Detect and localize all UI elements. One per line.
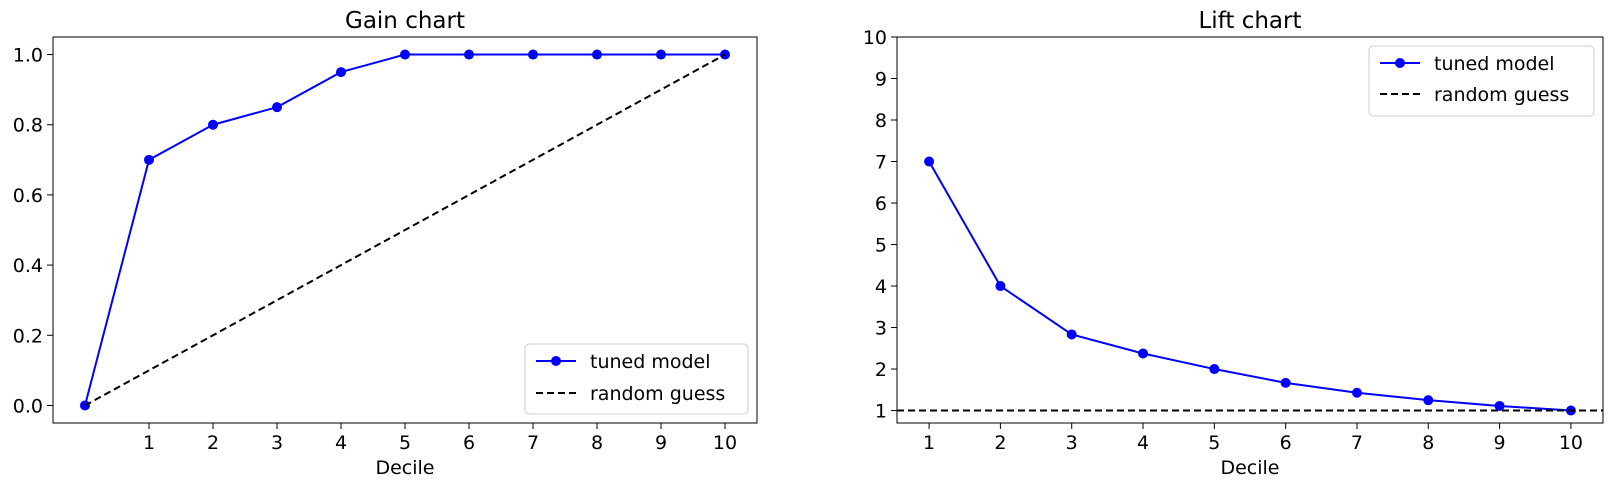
tuned-model-point bbox=[1494, 400, 1505, 411]
tuned-model-point bbox=[272, 102, 282, 113]
y-tick-label: 9 bbox=[875, 69, 887, 91]
lift-legend-tuned-label: tuned model bbox=[1434, 53, 1555, 75]
gain-series bbox=[80, 49, 730, 411]
gain-legend-tuned-label: tuned model bbox=[590, 351, 711, 373]
y-tick-label: 1 bbox=[875, 401, 887, 423]
x-tick-label: 8 bbox=[591, 432, 603, 454]
x-tick-label: 9 bbox=[1494, 432, 1506, 454]
lift-y-axis: 1 2 3 4 5 6 7 8 9 10 bbox=[863, 27, 897, 423]
y-tick-label: 2 bbox=[875, 359, 887, 381]
x-tick-label: 8 bbox=[1422, 432, 1434, 454]
gain-legend-random-label: random guess bbox=[590, 383, 725, 405]
tuned-model-point bbox=[1066, 329, 1077, 340]
tuned-model-point bbox=[528, 49, 538, 60]
x-tick-label: 4 bbox=[335, 432, 347, 454]
y-tick-label: 0.8 bbox=[13, 115, 43, 137]
gain-legend-tuned-marker bbox=[551, 356, 561, 366]
x-tick-label: 5 bbox=[1208, 432, 1220, 454]
lift-chart: Lift chart 1 2 3 4 5 6 7 8 9 10 1 2 3 4 5 6 7 8 9 10 Decil… bbox=[863, 8, 1604, 479]
tuned-model-point bbox=[656, 49, 666, 60]
tuned-model-point bbox=[1280, 377, 1291, 388]
y-tick-label: 4 bbox=[875, 276, 887, 298]
x-tick-label: 3 bbox=[271, 432, 283, 454]
lift-x-label: Decile bbox=[1220, 457, 1279, 479]
y-tick-label: 5 bbox=[875, 235, 887, 257]
lift-legend-random-label: random guess bbox=[1434, 84, 1569, 106]
tuned-model-line bbox=[928, 161, 1571, 412]
y-tick-label: 0.4 bbox=[13, 255, 43, 277]
lift-chart-title: Lift chart bbox=[1198, 8, 1301, 34]
x-tick-label: 10 bbox=[713, 432, 737, 454]
x-tick-label: 2 bbox=[994, 432, 1006, 454]
x-tick-label: 6 bbox=[1280, 432, 1292, 454]
x-tick-label: 1 bbox=[923, 432, 935, 454]
y-tick-label: 10 bbox=[863, 27, 887, 49]
tuned-model-point bbox=[1138, 348, 1149, 359]
tuned-model-point bbox=[924, 156, 935, 167]
lift-x-axis: 1 2 3 4 5 6 7 8 9 10 bbox=[923, 423, 1583, 454]
gain-x-axis: 1 2 3 4 5 6 7 8 9 10 bbox=[143, 423, 737, 454]
lift-legend: tuned model random guess bbox=[1368, 45, 1595, 117]
tuned-model-point bbox=[400, 49, 410, 60]
y-tick-label: 8 bbox=[875, 110, 887, 132]
gain-legend: tuned model random guess bbox=[524, 343, 749, 415]
tuned-model-point bbox=[464, 49, 474, 60]
tuned-model-point bbox=[1351, 387, 1362, 398]
x-tick-label: 7 bbox=[527, 432, 539, 454]
y-tick-label: 7 bbox=[875, 152, 887, 174]
x-tick-label: 4 bbox=[1137, 432, 1149, 454]
tuned-model-point bbox=[1423, 395, 1434, 406]
y-tick-label: 6 bbox=[875, 193, 887, 215]
tuned-model-point bbox=[144, 154, 154, 165]
x-tick-label: 2 bbox=[207, 432, 219, 454]
gain-x-label: Decile bbox=[375, 457, 434, 479]
x-tick-label: 7 bbox=[1351, 432, 1363, 454]
x-tick-label: 9 bbox=[655, 432, 667, 454]
tuned-model-point bbox=[995, 281, 1006, 292]
tuned-model-point bbox=[1209, 364, 1220, 375]
tuned-model-point bbox=[592, 49, 602, 60]
tuned-model-point bbox=[208, 119, 218, 130]
gain-y-axis: 0.0 0.2 0.4 0.6 0.8 1.0 bbox=[13, 45, 53, 417]
y-tick-label: 0.0 bbox=[13, 395, 43, 417]
x-tick-label: 1 bbox=[143, 432, 155, 454]
x-tick-label: 3 bbox=[1066, 432, 1078, 454]
y-tick-label: 0.6 bbox=[13, 185, 43, 207]
random-guess-line bbox=[84, 53, 726, 407]
lift-legend-tuned-marker bbox=[1395, 58, 1405, 68]
x-tick-label: 10 bbox=[1559, 432, 1583, 454]
x-tick-label: 5 bbox=[399, 432, 411, 454]
gain-chart-title: Gain chart bbox=[345, 8, 465, 34]
gain-legend-box bbox=[524, 343, 749, 415]
lift-legend-box bbox=[1368, 45, 1595, 117]
lift-plot-frame bbox=[896, 36, 1604, 424]
lift-series bbox=[897, 156, 1603, 416]
x-tick-label: 6 bbox=[463, 432, 475, 454]
y-tick-label: 1.0 bbox=[13, 45, 43, 67]
y-tick-label: 0.2 bbox=[13, 325, 43, 347]
tuned-model-point bbox=[336, 67, 346, 78]
y-tick-label: 3 bbox=[875, 318, 887, 340]
